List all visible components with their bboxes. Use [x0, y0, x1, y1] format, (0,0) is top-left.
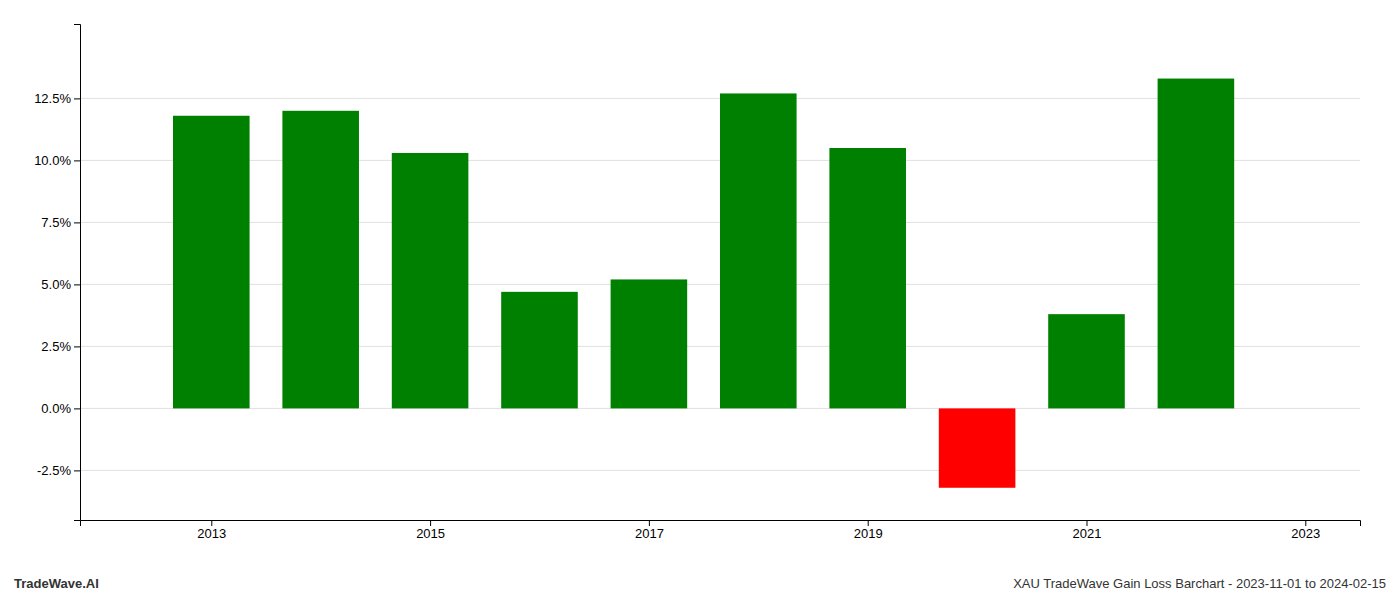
x-tick-mark: [1086, 520, 1087, 526]
bar: [829, 148, 906, 408]
y-tick: 2.5%: [41, 339, 80, 354]
y-tick-mark: [74, 284, 80, 285]
bar: [173, 116, 250, 409]
y-tick: 5.0%: [41, 277, 80, 292]
footer-left: TradeWave.AI: [14, 576, 99, 591]
x-tick-label: 2017: [635, 526, 664, 541]
chart: 2013 2015 2017 2019 2021 2023 -2.5% 0.0% 2.5% 5.0…: [0, 0, 1400, 600]
x-tick-mark: [1305, 520, 1306, 526]
y-tick-label: 5.0%: [41, 277, 71, 292]
x-tick-mark: [430, 520, 431, 526]
y-tick-mark: [74, 98, 80, 99]
x-tick-mark: [868, 520, 869, 526]
bar: [501, 292, 578, 409]
x-tick: 2015: [416, 520, 445, 541]
grid-line: [80, 470, 1360, 471]
y-tick: 7.5%: [41, 215, 80, 230]
bar: [720, 93, 797, 408]
x-tick-mark: [649, 520, 650, 526]
bars: [173, 79, 1234, 488]
y-tick: 0.0%: [41, 401, 80, 416]
x-axis-line: [81, 521, 1361, 527]
y-tick-label: 2.5%: [41, 339, 71, 354]
y-tick-label: 10.0%: [34, 153, 71, 168]
x-tick: 2013: [197, 520, 226, 541]
x-tick-label: 2021: [1073, 526, 1102, 541]
bar: [939, 408, 1016, 487]
y-tick-label: 12.5%: [34, 91, 71, 106]
y-axis: -2.5% 0.0% 2.5% 5.0% 7.5% 10.0% 12.5%: [34, 25, 80, 521]
y-tick: 10.0%: [34, 153, 80, 168]
x-tick: 2021: [1073, 520, 1102, 541]
x-tick: 2019: [854, 520, 883, 541]
y-tick-label: -2.5%: [37, 463, 71, 478]
x-tick-label: 2023: [1291, 526, 1320, 541]
y-axis-line: [74, 25, 81, 521]
x-tick: 2017: [635, 520, 664, 541]
y-tick-mark: [74, 346, 80, 347]
footer-right: XAU TradeWave Gain Loss Barchart - 2023-…: [1013, 576, 1386, 591]
x-tick-mark: [211, 520, 212, 526]
bar: [611, 279, 688, 408]
x-tick-label: 2019: [854, 526, 883, 541]
y-tick-label: 7.5%: [41, 215, 71, 230]
bar: [282, 111, 359, 409]
bar: [392, 153, 469, 408]
y-tick: -2.5%: [37, 463, 80, 478]
y-tick-label: 0.0%: [41, 401, 71, 416]
y-tick-mark: [74, 160, 80, 161]
x-tick-label: 2015: [416, 526, 445, 541]
y-tick-mark: [74, 470, 80, 471]
y-tick-mark: [74, 222, 80, 223]
x-tick-label: 2013: [197, 526, 226, 541]
plot: 2013 2015 2017 2019 2021 2023 -2.5% 0.0% 2.5% 5.0…: [34, 25, 1360, 542]
x-axis: 2013 2015 2017 2019 2021 2023: [81, 520, 1361, 541]
bar: [1048, 314, 1125, 408]
y-tick-mark: [74, 408, 80, 409]
y-tick: 12.5%: [34, 91, 80, 106]
x-tick: 2023: [1291, 520, 1320, 541]
bar: [1158, 79, 1235, 409]
